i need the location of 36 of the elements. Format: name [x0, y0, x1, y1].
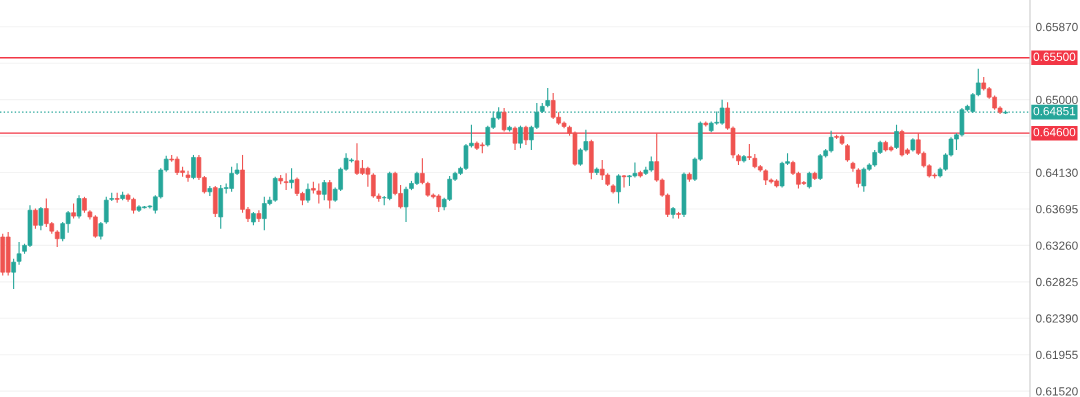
candlestick: [621, 174, 627, 189]
candlestick: [512, 125, 518, 151]
candlestick: [321, 179, 327, 201]
candlestick: [16, 241, 22, 266]
ref-line-label: 0.65500: [1033, 52, 1076, 61]
candlestick: [191, 154, 196, 180]
candlestick: [289, 167, 294, 190]
y-tick-label: 0.61955: [1036, 350, 1078, 360]
ref-line-label: 0.64600: [1033, 127, 1076, 137]
candlestick: [185, 170, 191, 183]
candlestick: [327, 179, 333, 210]
y-tick-label: 0.63260: [1036, 241, 1078, 250]
candlestick: [76, 194, 82, 220]
candlestick: [616, 173, 621, 205]
candlestick: [420, 157, 425, 185]
candlestick: [33, 207, 38, 230]
candlestick: [523, 125, 529, 146]
candlestick: [38, 206, 44, 231]
candlestick: [305, 182, 311, 204]
y-tick-label: 0.63695: [1036, 205, 1078, 214]
y-tick-label: 0.65000: [1036, 95, 1078, 105]
candlestick: [501, 107, 507, 133]
candlestick: [518, 125, 523, 149]
candlestick: [403, 186, 409, 223]
y-tick-label: 0.62825: [1036, 277, 1078, 287]
y-tick-label: 0.65870: [1036, 22, 1078, 32]
y-tick-label: 0.64130: [1036, 168, 1078, 177]
candlestick: [103, 196, 109, 225]
candlestick: [856, 167, 861, 189]
y-tick-label: 0.62390: [1036, 314, 1078, 323]
ref-line-label: 0.64851: [1033, 106, 1076, 116]
candlestick: [11, 258, 16, 290]
candlestick: [256, 209, 262, 223]
candlestick: [545, 87, 551, 108]
y-tick-label: 0.61520: [1036, 387, 1078, 396]
candlestick: [894, 124, 899, 150]
